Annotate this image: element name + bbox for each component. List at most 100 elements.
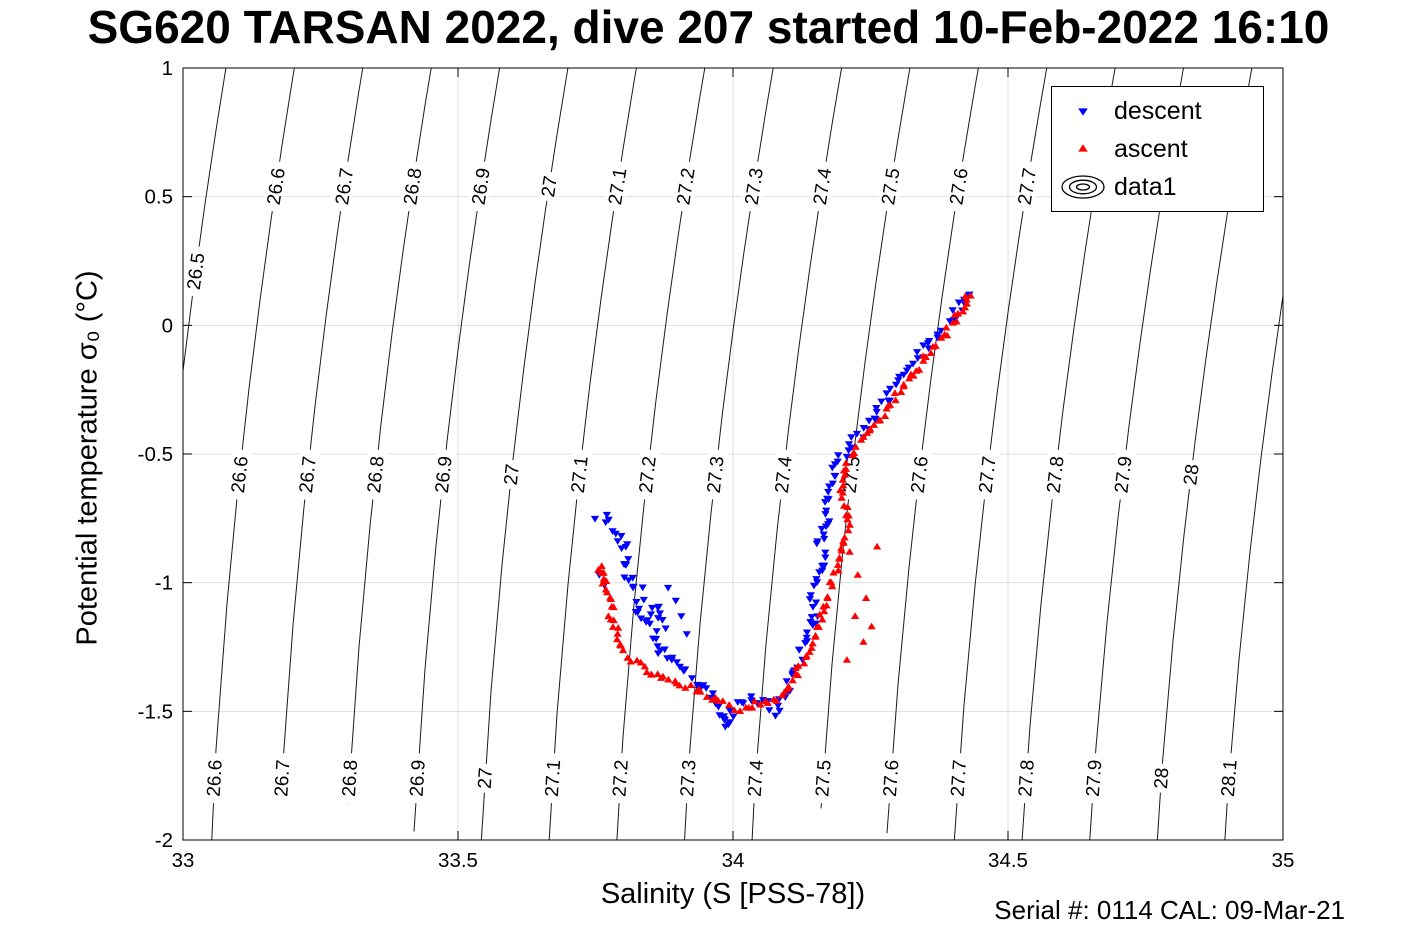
contour-label-gap [226,448,252,501]
ascent-marker [840,471,849,478]
descent-marker [895,373,904,381]
ascent-marker [869,421,879,428]
x-tick-label: 35 [1272,849,1295,872]
ascent-marker [885,401,895,408]
descent-marker [803,638,812,645]
ascent-marker [853,571,862,578]
contour-label: 26.6 [264,167,290,207]
descent-marker [725,719,734,726]
descent-marker [658,617,667,624]
contour-label-gap [944,160,973,213]
ascent-marker [958,307,968,315]
ascent-marker [851,612,860,619]
descent-marker [805,596,814,603]
descent-marker [833,458,842,466]
ascent-marker [664,675,673,683]
descent-marker [821,549,830,557]
axes: 33 33.5 34 34.5 35 -2 -1.5 -1 -0.5 0 0.5 1 [138,57,1295,872]
ascent-marker [859,638,868,645]
ascent-marker [602,588,612,596]
descent-marker [842,453,851,461]
isopycnal-contour [1021,68,1116,840]
x-tick-label: 34 [722,849,745,872]
ascent-marker [811,633,820,640]
descent-marker [653,643,662,650]
contour-label: 26.6 [204,759,227,797]
ascent-marker [596,568,606,576]
ascent-marker [962,295,971,303]
descent-marker [871,416,880,423]
descent-marker [633,609,642,616]
isopycnal-contour [751,68,843,840]
ascent-marker [827,578,836,586]
ascent-marker [730,706,739,714]
contour-label-gap [603,160,631,213]
isopycnal-contour [480,68,569,840]
plot-title: SG620 TARSAN 2022, dive 207 started 10-F… [87,1,1330,53]
descent-marker [702,685,711,692]
ascent-marker [793,671,802,679]
contour-label: 28 [1180,463,1203,487]
contour-label-gap [1042,448,1068,501]
contour-label: 26.8 [400,167,426,207]
contour-label: 26.7 [332,167,358,207]
ascent-marker [607,602,616,610]
contour-label-gap [974,448,1000,501]
ascent-marker [807,644,816,651]
legend-label: data1 [1114,172,1177,201]
contour-label-gap [1150,762,1173,794]
ascent-marker [954,309,963,317]
ascent-marker [626,657,635,665]
descent-marker [672,659,681,666]
descent-marker [649,635,658,643]
ascent-marker [748,703,757,711]
ascent-marker [686,681,695,689]
descent-marker [925,338,934,345]
ascent-marker [842,656,851,663]
ascent-marker [750,697,759,705]
descent-marker [775,707,784,715]
contour-label-gap [430,448,456,501]
contour-label-gap [876,160,905,213]
isopycnal-contour [347,68,432,804]
contour-labels: 26.6 26.7 26.8 26.9 27 27.1 27.2 27.3 27.4 27.5 27… [183,160,1242,804]
legend-label: ascent [1114,134,1188,163]
ascent-marker [919,357,928,364]
isopycnal-contours [183,68,1283,840]
ascent-marker [642,668,651,676]
contour-label: 26.6 [228,455,253,494]
descent-marker [687,675,697,682]
descent-marker [671,597,680,605]
contour-label-gap [1216,752,1241,804]
contour-label: 28.1 [1218,759,1242,797]
x-axis-label: Salinity (S [PSS-78]) [600,878,866,910]
ascent-marker [845,521,854,528]
contour-label-gap [405,752,429,804]
contour-label-gap [770,448,796,501]
ascent-marker [844,526,853,534]
ascent-marker [839,466,848,474]
ascent-marker [725,701,734,708]
contour-label: 27.3 [742,167,768,207]
ascent-marker [818,615,827,623]
ascent-marker [836,486,845,494]
ascent-marker [805,648,814,655]
descent-marker [852,430,861,438]
contour-label-gap [808,160,836,213]
ascent-marker [843,515,852,523]
ascent-marker [845,548,854,555]
descent-marker [809,582,819,590]
ascent-marker [839,537,848,545]
contour-label: 26.5 [184,252,210,291]
y-tick-label: -1 [155,572,173,595]
contour-rings-icon [1052,172,1114,202]
descent-marker [632,599,641,606]
ascent-marker [815,610,824,618]
contour-label-gap [671,160,700,213]
descent-marker [815,569,824,576]
descent-marker [824,488,833,496]
contour-label-gap [1013,160,1041,213]
ascent-marker [653,670,662,677]
contour-label: 27.9 [1083,759,1107,797]
legend-item-data1: data1 [1052,168,1263,206]
